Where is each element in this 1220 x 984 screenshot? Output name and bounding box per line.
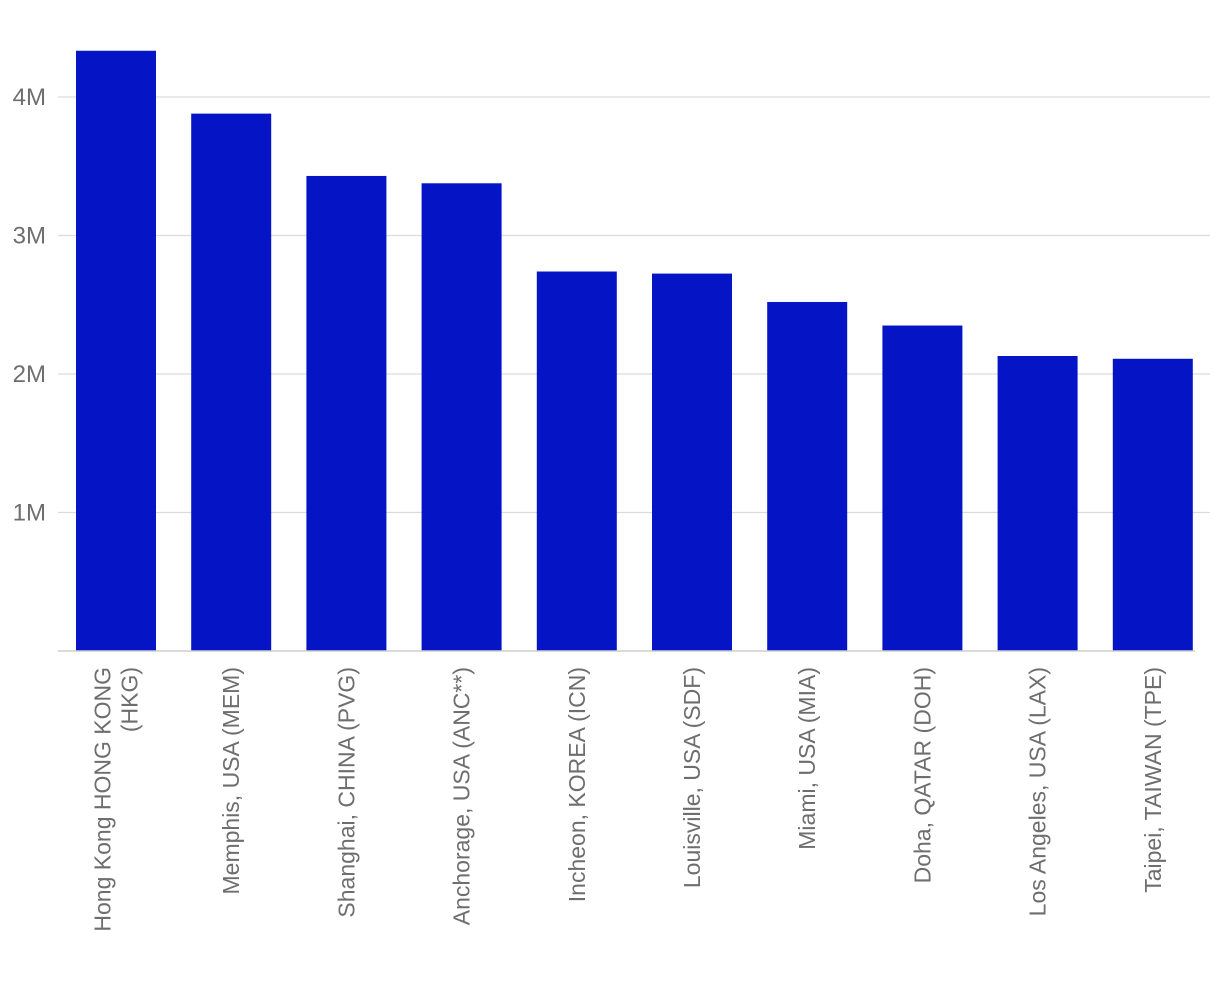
x-tick-label: Incheon, KOREA (ICN) bbox=[564, 667, 590, 902]
y-tick-label: 4M bbox=[13, 84, 46, 111]
x-tick-label-line: Louisville, USA (SDF) bbox=[679, 667, 705, 888]
x-tick-label-line: Doha, QATAR (DOH) bbox=[909, 667, 935, 883]
x-tick-label-line: Taipei, TAIWAN (TPE) bbox=[1140, 667, 1166, 893]
x-axis-ticks: Hong Kong HONG KONG (HKG) Memphis, USA (ME… bbox=[90, 667, 1166, 932]
bar bbox=[76, 50, 156, 651]
bar bbox=[1112, 358, 1193, 651]
bar bbox=[536, 271, 617, 651]
bar bbox=[652, 273, 732, 651]
x-tick-label-line: Anchorage, USA (ANC**) bbox=[449, 667, 475, 925]
x-tick-label: Memphis, USA (MEM) bbox=[218, 667, 244, 894]
bar bbox=[997, 355, 1078, 651]
x-tick-label: Hong Kong HONG KONG (HKG) bbox=[90, 667, 143, 932]
bar-layer bbox=[76, 50, 1193, 652]
bar bbox=[306, 175, 387, 651]
x-tick-label: Doha, QATAR (DOH) bbox=[909, 667, 935, 883]
bar bbox=[767, 301, 848, 651]
x-tick-label: Anchorage, USA (ANC**) bbox=[449, 667, 475, 925]
y-tick-label: 3M bbox=[13, 223, 46, 250]
x-tick-label: Louisville, USA (SDF) bbox=[679, 667, 705, 888]
bar bbox=[191, 113, 272, 652]
x-tick-label-line: (HKG) bbox=[117, 667, 143, 732]
x-tick-label: Shanghai, CHINA (PVG) bbox=[333, 667, 359, 918]
x-tick-label-line: Incheon, KOREA (ICN) bbox=[564, 667, 590, 902]
x-tick-label-line: Miami, USA (MIA) bbox=[794, 667, 820, 850]
y-tick-label: 1M bbox=[13, 500, 46, 527]
x-tick-label: Los Angeles, USA (LAX) bbox=[1025, 667, 1051, 916]
x-tick-label: Taipei, TAIWAN (TPE) bbox=[1140, 667, 1166, 893]
x-tick-label: Miami, USA (MIA) bbox=[794, 667, 820, 850]
x-tick-label-line: Shanghai, CHINA (PVG) bbox=[333, 667, 359, 918]
bar bbox=[882, 325, 963, 651]
x-tick-label-line: Los Angeles, USA (LAX) bbox=[1025, 667, 1051, 916]
bar bbox=[421, 183, 502, 651]
x-tick-label-line: Hong Kong HONG KONG bbox=[90, 667, 116, 932]
y-tick-label: 2M bbox=[13, 361, 46, 388]
y-axis-ticks: 1M 2M 3M 4M bbox=[13, 84, 46, 527]
x-tick-label-line: Memphis, USA (MEM) bbox=[218, 667, 244, 894]
